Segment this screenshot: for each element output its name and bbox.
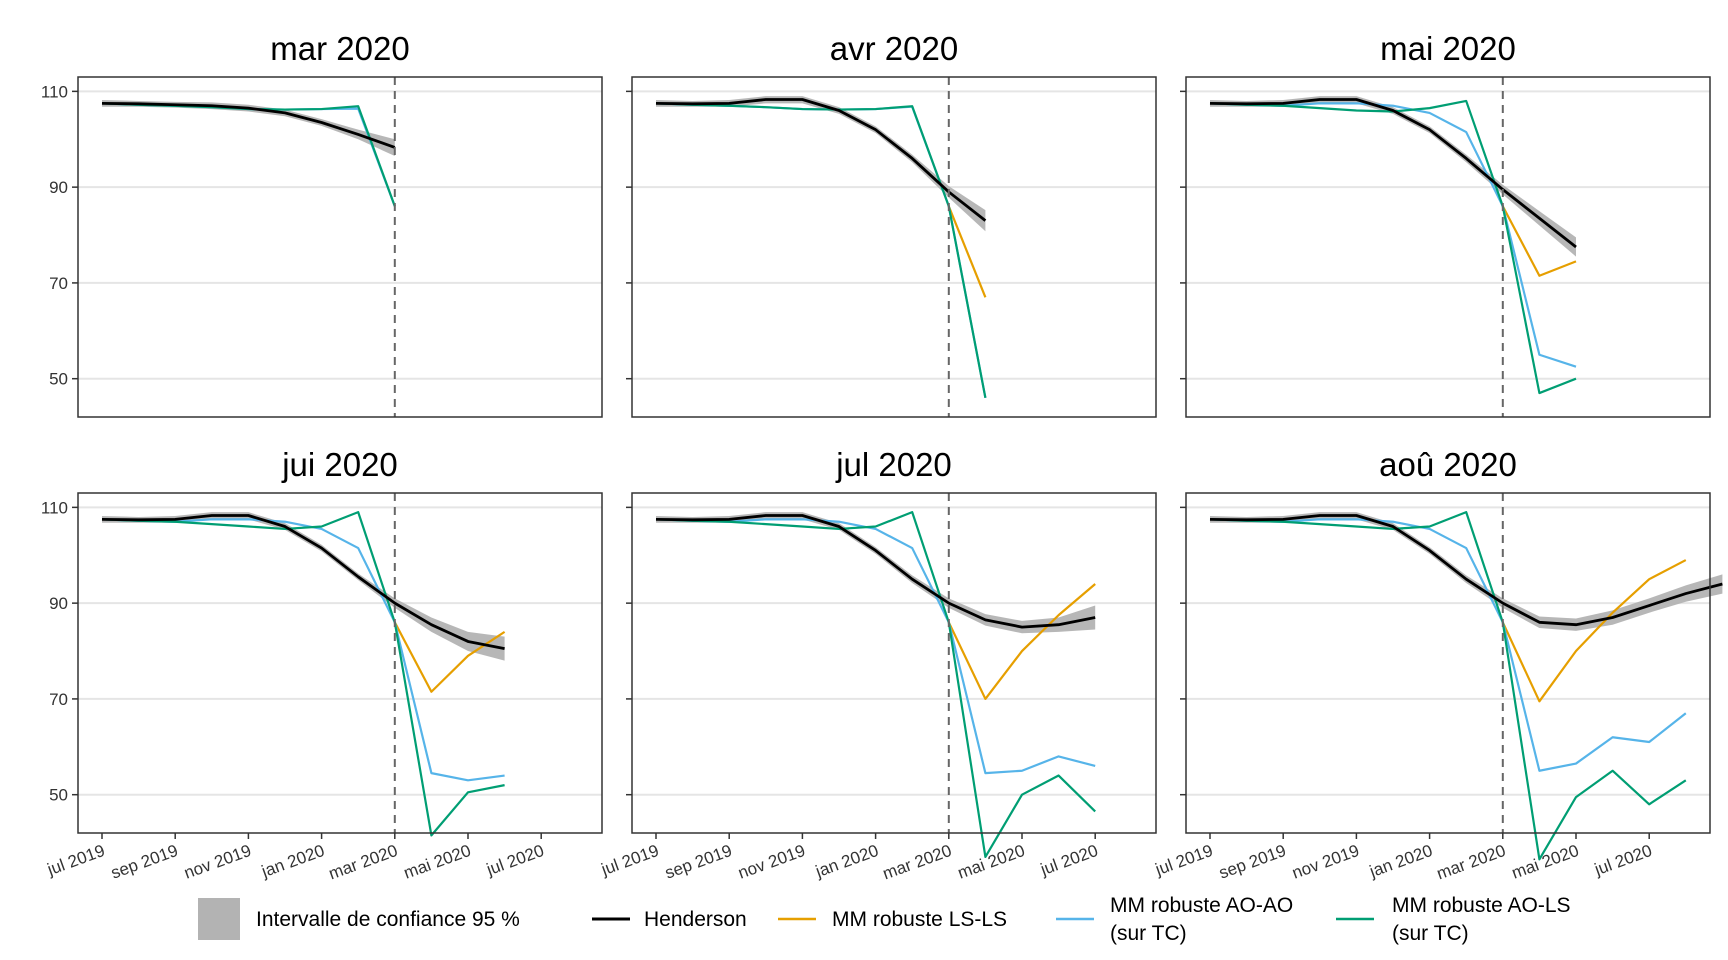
x-tick-label: jul 2019	[44, 841, 107, 880]
series-ao-ls	[1209, 99, 1577, 395]
y-tick-label: 110	[41, 82, 68, 101]
legend-label-ci: Intervalle de confiance 95 %	[256, 908, 520, 931]
legend-label-henderson: Henderson	[644, 908, 747, 931]
x-tick-label: nov 2019	[1290, 841, 1362, 883]
series-ao-ls	[101, 511, 505, 837]
panel: mar 2020 50 70 90 110	[41, 30, 603, 418]
series-ls-ls	[1501, 559, 1687, 703]
series-ao-ao	[1209, 102, 1577, 368]
panel-frame	[77, 492, 603, 834]
series-ls-ls	[1501, 205, 1577, 277]
series-henderson	[1209, 514, 1723, 627]
ci-band	[656, 512, 1096, 634]
series-ao-ls	[655, 102, 987, 399]
x-tick-label: mai 2020	[401, 841, 473, 883]
panel-frame	[77, 76, 603, 418]
series-ao-ao	[655, 518, 1096, 775]
panel-title: jui 2020	[281, 446, 398, 483]
panel: mai 2020	[1180, 30, 1711, 418]
ci-band	[1210, 96, 1576, 257]
legend-label-ao-ao-line1: MM robuste AO-AO	[1110, 894, 1293, 917]
x-tick-label: jan 2020	[258, 841, 327, 882]
x-tick-label: mar 2020	[880, 841, 954, 883]
x-tick-label: nov 2019	[736, 841, 808, 883]
panel-title: mai 2020	[1380, 30, 1516, 67]
x-tick-label: mar 2020	[1434, 841, 1508, 883]
panel-frame	[1185, 76, 1711, 418]
x-tick-label: jan 2020	[1366, 841, 1435, 882]
series-henderson	[655, 98, 987, 222]
x-tick-label: jul 2019	[1152, 841, 1215, 880]
legend-label-ao-ls-line2: (sur TC)	[1392, 922, 1469, 945]
panel-title: jul 2020	[835, 446, 952, 483]
series-ls-ls	[947, 205, 987, 298]
x-tick-label: jul 2020	[1591, 841, 1654, 880]
x-tick-label: nov 2019	[182, 841, 254, 883]
panel-title: mar 2020	[270, 30, 409, 67]
x-tick-label: jan 2020	[812, 841, 881, 882]
series-ao-ao	[101, 518, 505, 782]
panel-frame	[1185, 492, 1711, 834]
y-tick-label: 70	[49, 690, 68, 709]
series-ao-ao	[101, 102, 396, 207]
legend-key-ci	[198, 898, 240, 940]
y-tick-label: 50	[49, 370, 68, 389]
panel-frame	[631, 76, 1157, 418]
series-ao-ao	[1209, 518, 1687, 772]
ci-band	[102, 512, 505, 661]
panel: aoû 2020 jul 2019 sep 2019 nov 2019 jan 2020…	[1152, 446, 1723, 883]
series-henderson	[101, 101, 396, 149]
series-ao-ls	[655, 511, 1096, 859]
series-ao-ls	[101, 102, 396, 207]
y-tick-label: 50	[49, 786, 68, 805]
y-tick-label: 70	[49, 274, 68, 293]
y-tick-label: 110	[41, 498, 68, 517]
series-henderson	[1209, 98, 1577, 249]
x-tick-label: mar 2020	[326, 841, 400, 883]
panel-title: aoû 2020	[1379, 446, 1517, 483]
y-tick-label: 90	[49, 178, 68, 197]
x-tick-label: sep 2019	[1216, 841, 1288, 883]
panel: jui 2020 50 70 90 110 jul 2019 sep 2019 nov 201…	[41, 446, 603, 883]
x-tick-label: jul 2020	[1037, 841, 1100, 880]
series-ls-ls	[947, 583, 1096, 701]
panel-title: avr 2020	[830, 30, 958, 67]
legend-label-ls-ls: MM robuste LS-LS	[832, 908, 1007, 931]
y-tick-label: 90	[49, 594, 68, 613]
series-henderson	[655, 514, 1096, 629]
x-tick-label: jul 2019	[598, 841, 661, 880]
panel: jul 2020 jul 2019 sep 2019 nov 2019 jan 2020…	[598, 446, 1157, 883]
panel: avr 2020	[626, 30, 1157, 418]
legend-label-ao-ao-line2: (sur TC)	[1110, 922, 1187, 945]
legend-label-ao-ls-line1: MM robuste AO-LS	[1392, 894, 1571, 917]
x-tick-label: sep 2019	[662, 841, 734, 883]
ci-band	[656, 96, 986, 232]
x-tick-label: jul 2020	[483, 841, 546, 880]
x-tick-label: mai 2020	[1509, 841, 1581, 883]
legend: Intervalle de confiance 95 % Henderson M…	[198, 894, 1571, 945]
series-ao-ao	[655, 102, 987, 399]
x-tick-label: sep 2019	[108, 841, 180, 883]
series-ao-ls	[1209, 511, 1687, 861]
ci-band	[1210, 512, 1723, 631]
series-henderson	[101, 514, 505, 651]
panel-frame	[631, 492, 1157, 834]
